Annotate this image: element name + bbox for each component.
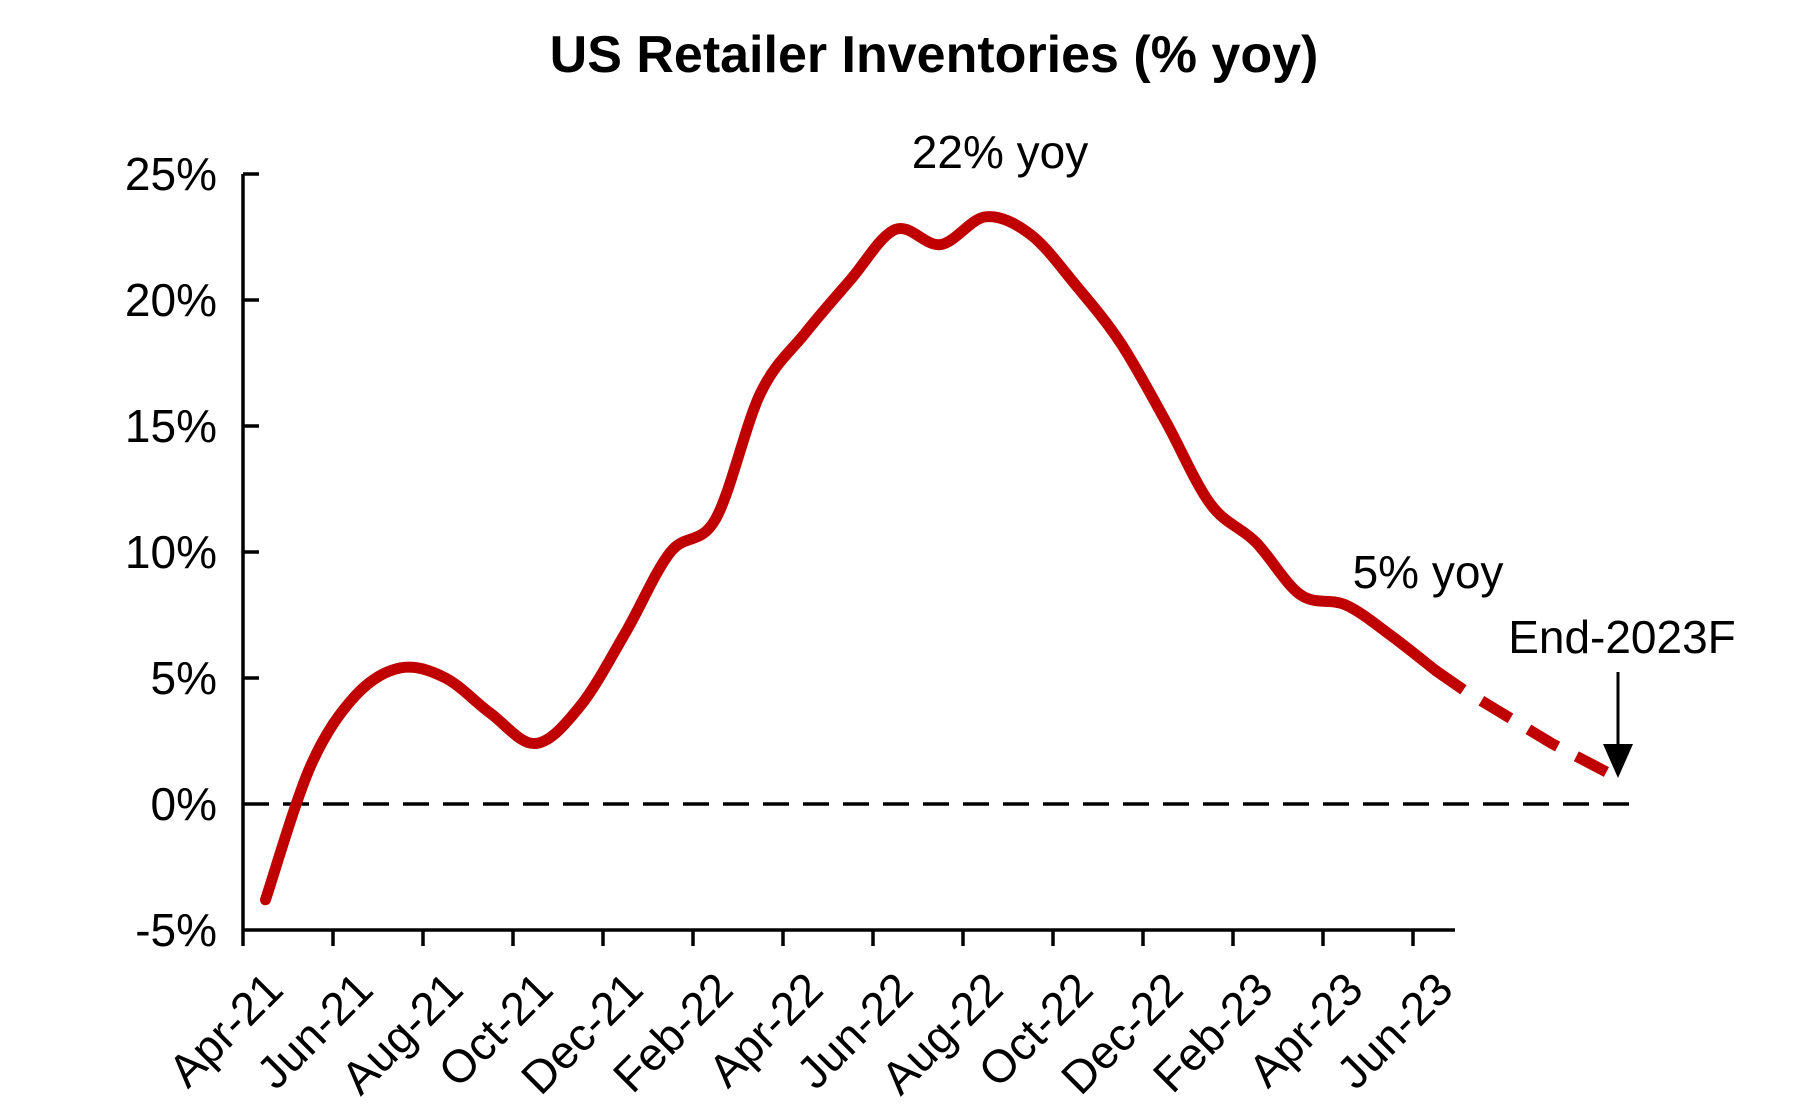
y-axis-label: 5% <box>151 652 217 704</box>
inventory-line-forecast <box>1432 665 1613 779</box>
y-axis-label: 20% <box>125 274 217 326</box>
y-axis-label: 0% <box>151 778 217 830</box>
y-axis-label: 10% <box>125 526 217 578</box>
forecast-arrow-head-icon <box>1603 744 1633 778</box>
forecast-annotation: End-2023F <box>1508 611 1736 663</box>
inventory-line-actual <box>260 211 1441 906</box>
y-axis-label: 25% <box>125 148 217 200</box>
peak-annotation: 22% yoy <box>912 126 1088 178</box>
axes: 25%20%15%10%5%0%-5%Apr-21Jun-21Aug-21Oct… <box>125 148 1463 1104</box>
y-axis-label: -5% <box>135 904 217 956</box>
latest-annotation: 5% yoy <box>1353 546 1504 598</box>
y-axis-label: 15% <box>125 400 217 452</box>
inventory-series <box>260 211 1613 906</box>
chart-title: US Retailer Inventories (% yoy) <box>550 26 1319 84</box>
